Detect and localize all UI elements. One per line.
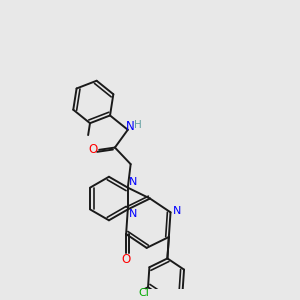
Text: N: N [172, 206, 181, 216]
Text: Cl: Cl [138, 288, 149, 298]
Text: N: N [129, 209, 137, 219]
Text: O: O [88, 143, 98, 156]
Text: N: N [129, 178, 137, 188]
Text: H: H [134, 120, 141, 130]
Text: N: N [126, 120, 134, 134]
Text: O: O [122, 253, 131, 266]
